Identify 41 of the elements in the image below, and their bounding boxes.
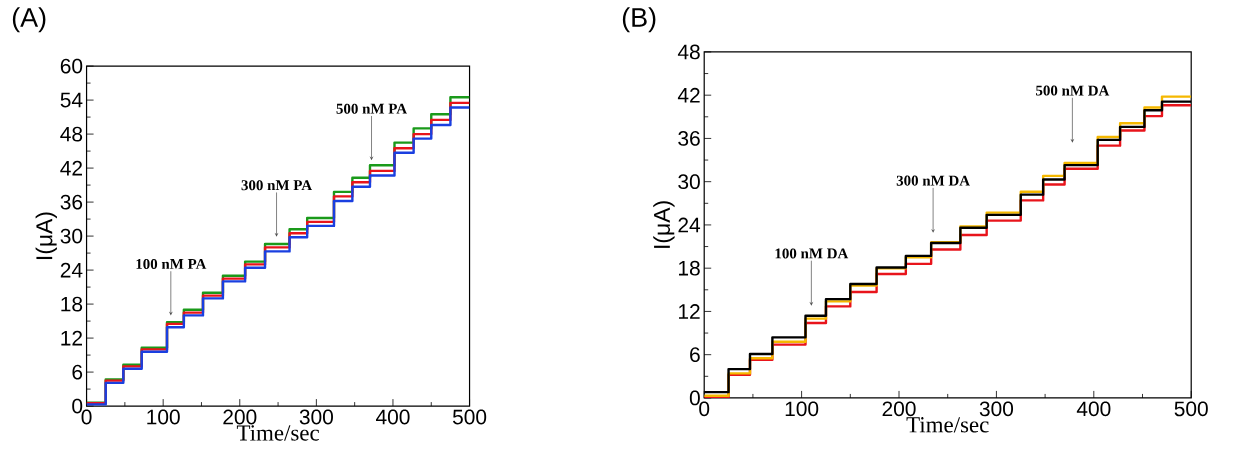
y-tick-label: 24 bbox=[678, 217, 701, 233]
annotation: 500 nM PA bbox=[336, 103, 407, 114]
x-tick-label: 100 bbox=[785, 401, 819, 417]
x-tick-label: 200 bbox=[223, 409, 257, 425]
y-tick-label: 12 bbox=[679, 304, 700, 319]
chart-title: (B) bbox=[622, 7, 656, 33]
x-tick-label: 200 bbox=[882, 401, 916, 417]
y-tick-label: 48 bbox=[60, 126, 83, 142]
y-tick-label: 36 bbox=[678, 131, 700, 146]
y-tick-label: 42 bbox=[60, 160, 82, 176]
chart-title: (A) bbox=[12, 7, 46, 33]
y-tick-label: 54 bbox=[60, 92, 83, 108]
y-tick-label: 6 bbox=[72, 364, 83, 380]
y-tick-label: 18 bbox=[61, 296, 83, 312]
y-tick-label: 0 bbox=[689, 390, 700, 406]
y-axis-title: I(μA) bbox=[653, 201, 675, 248]
y-tick-label: 12 bbox=[61, 330, 82, 346]
y-tick-label: 36 bbox=[60, 194, 83, 210]
x-axis-title: Time/sec bbox=[906, 417, 989, 433]
y-tick-label: 6 bbox=[690, 347, 700, 363]
y-tick-label: 18 bbox=[679, 260, 700, 276]
x-tick-label: 500 bbox=[1174, 401, 1208, 417]
y-tick-label: 42 bbox=[677, 87, 700, 103]
y-tick-label: 24 bbox=[60, 262, 83, 278]
annotation: 300 nM PA bbox=[241, 180, 312, 191]
annotation: 500 nM DA bbox=[1036, 85, 1110, 96]
annotation: 100 nM PA bbox=[136, 258, 207, 270]
y-tick-label: 30 bbox=[60, 228, 83, 244]
x-tick-label: 300 bbox=[979, 401, 1014, 417]
annotation: 300 nM DA bbox=[896, 175, 970, 186]
x-axis-title: Time/sec bbox=[236, 425, 319, 441]
y-tick-label: 60 bbox=[60, 58, 83, 74]
y-axis-title: I(μA) bbox=[35, 212, 57, 260]
y-tick-label: 48 bbox=[677, 44, 700, 60]
x-tick-label: 500 bbox=[452, 409, 487, 425]
x-tick-label: 300 bbox=[299, 409, 333, 425]
x-tick-label: 400 bbox=[375, 409, 410, 425]
x-tick-label: 100 bbox=[147, 409, 180, 425]
annotation: 100 nM DA bbox=[775, 248, 849, 259]
x-tick-label: 400 bbox=[1076, 401, 1111, 417]
y-tick-label: 30 bbox=[678, 174, 700, 190]
